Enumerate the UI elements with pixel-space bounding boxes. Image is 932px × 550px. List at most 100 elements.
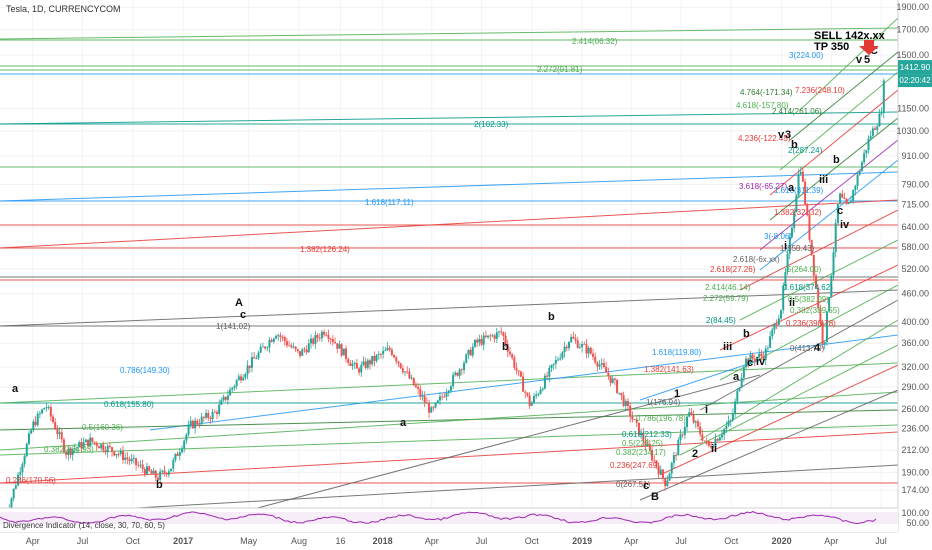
candle-body	[592, 353, 595, 357]
candle-body	[773, 323, 776, 330]
candle-body	[666, 480, 669, 487]
candle-body	[806, 204, 809, 215]
fib-labels: 2.414(06.32) 2.272(91.81) 2(102.33) 1.618(1…	[6, 37, 845, 489]
y-tick-label: 1900.00	[896, 2, 929, 12]
candle-body	[517, 370, 520, 372]
candle-body	[815, 275, 818, 289]
wave-label: b	[502, 341, 509, 353]
candle-body	[817, 288, 820, 309]
candle-body	[672, 455, 675, 464]
candle-body	[294, 346, 297, 350]
candle-body	[41, 409, 44, 414]
candle-body	[386, 347, 389, 351]
y-tick-label: 1150.00	[897, 104, 929, 114]
candle-body	[677, 439, 680, 456]
candle-body	[323, 331, 326, 335]
fib-label: 2.414(261.06)	[772, 107, 822, 116]
candle-body	[567, 342, 570, 349]
x-axis: Apr Jul Oct 2017 May Aug 16 2018 Apr Jul Oct 2019 Ap…	[0, 531, 932, 550]
candle-body	[358, 368, 361, 373]
y-axis: 1900.00 1700.00 1500.00 1150.00 1030.00 910.0…	[896, 0, 932, 550]
fib-label: 4.236(-122.45)	[738, 134, 791, 143]
candle-body	[19, 472, 22, 475]
candle-body	[804, 181, 807, 205]
candle-body	[605, 367, 608, 373]
fib-label: 0.786(196.78)	[636, 414, 686, 423]
candle-body	[137, 464, 140, 466]
candle-body	[100, 444, 103, 449]
candle-body	[362, 361, 365, 365]
candle-body	[49, 406, 52, 417]
candle-body	[463, 362, 466, 370]
x-tick-label: Jul	[77, 536, 89, 546]
candle-body	[797, 174, 800, 196]
candle-body	[270, 340, 273, 342]
candle-body	[519, 371, 522, 377]
trend-line	[679, 344, 899, 456]
fib-label: 0.5(223.25)	[622, 439, 663, 448]
candle-body	[266, 347, 269, 349]
candle-body	[559, 358, 562, 360]
wave-label: iii	[723, 341, 732, 353]
wave-label: 1	[674, 388, 680, 400]
x-tick-label: 2018	[373, 536, 393, 546]
wave-label: C	[870, 45, 878, 57]
wave-label: iv	[840, 219, 850, 231]
fib-label: 1.618(119.80)	[652, 348, 702, 357]
candle-body	[312, 338, 315, 344]
fib-label: 2.618(-6x.xx)	[733, 255, 780, 264]
fib-label: 0.236(398.78)	[786, 319, 836, 328]
candle-body	[432, 407, 435, 409]
trend-line	[0, 424, 899, 456]
y-tick-label: 910.00	[901, 151, 929, 161]
candle-body	[865, 150, 868, 154]
fib-label: 4.618(-157.80)	[736, 101, 789, 110]
candle-body	[493, 335, 496, 339]
candle-body	[452, 374, 455, 387]
trend-line	[789, 51, 899, 141]
candle-body	[541, 388, 544, 390]
candle-body	[574, 338, 577, 341]
candle-body	[629, 405, 632, 417]
trend-line	[249, 374, 761, 511]
candle-body	[347, 358, 350, 363]
trend-line	[99, 464, 899, 511]
candle-body	[699, 426, 702, 435]
candle-body	[399, 363, 402, 369]
candle-body	[126, 457, 129, 460]
candle-body	[209, 418, 212, 420]
wave-label: b	[791, 139, 798, 151]
candle-body	[812, 254, 815, 276]
candle-body	[777, 318, 780, 325]
candle-body	[725, 425, 728, 429]
candle-body	[264, 346, 267, 349]
candle-body	[412, 377, 415, 386]
candle-body	[261, 346, 264, 348]
candle-body	[124, 457, 127, 460]
candle-body	[344, 348, 347, 359]
candle-body	[740, 377, 743, 388]
candle-body	[473, 339, 476, 347]
y-tick-label: 1030.00	[896, 126, 929, 136]
candle-body	[882, 80, 885, 113]
candle-body	[465, 354, 468, 363]
candle-body	[202, 416, 205, 418]
candle-body	[729, 420, 732, 421]
price-tag	[898, 60, 932, 75]
candle-body	[589, 347, 592, 354]
candle-body	[651, 450, 654, 461]
wave-label: b	[743, 328, 750, 340]
candle-body	[349, 362, 352, 366]
x-tick-label: May	[240, 536, 258, 546]
candle-body	[115, 454, 118, 456]
candle-body	[366, 360, 369, 368]
candle-body	[609, 376, 612, 383]
candle-body	[600, 363, 603, 365]
candle-body	[71, 449, 74, 455]
candle-body	[364, 361, 367, 368]
candle-body	[502, 332, 505, 336]
candle-body	[375, 355, 378, 361]
candle-body	[484, 335, 487, 338]
